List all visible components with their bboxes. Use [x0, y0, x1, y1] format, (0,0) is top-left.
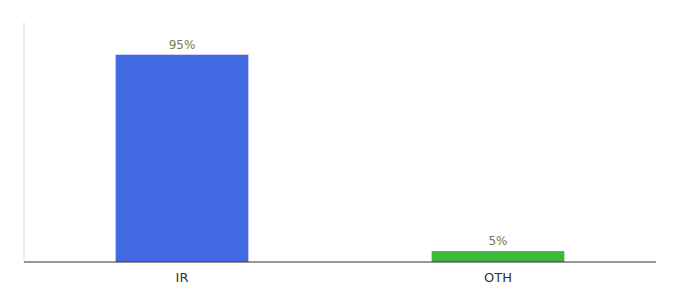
x-tick-label: IR — [176, 270, 189, 285]
data-label: 5% — [488, 234, 507, 248]
chart-container: IR OTH 95% 5% — [0, 0, 680, 300]
bar — [432, 251, 565, 262]
chart-svg: IR OTH 95% 5% — [0, 0, 680, 300]
bars — [116, 55, 565, 262]
y-range-line — [24, 22, 25, 262]
x-tick-label: OTH — [484, 270, 512, 285]
x-axis-line — [24, 261, 656, 262]
bar — [116, 55, 249, 262]
data-label: 95% — [169, 38, 196, 52]
